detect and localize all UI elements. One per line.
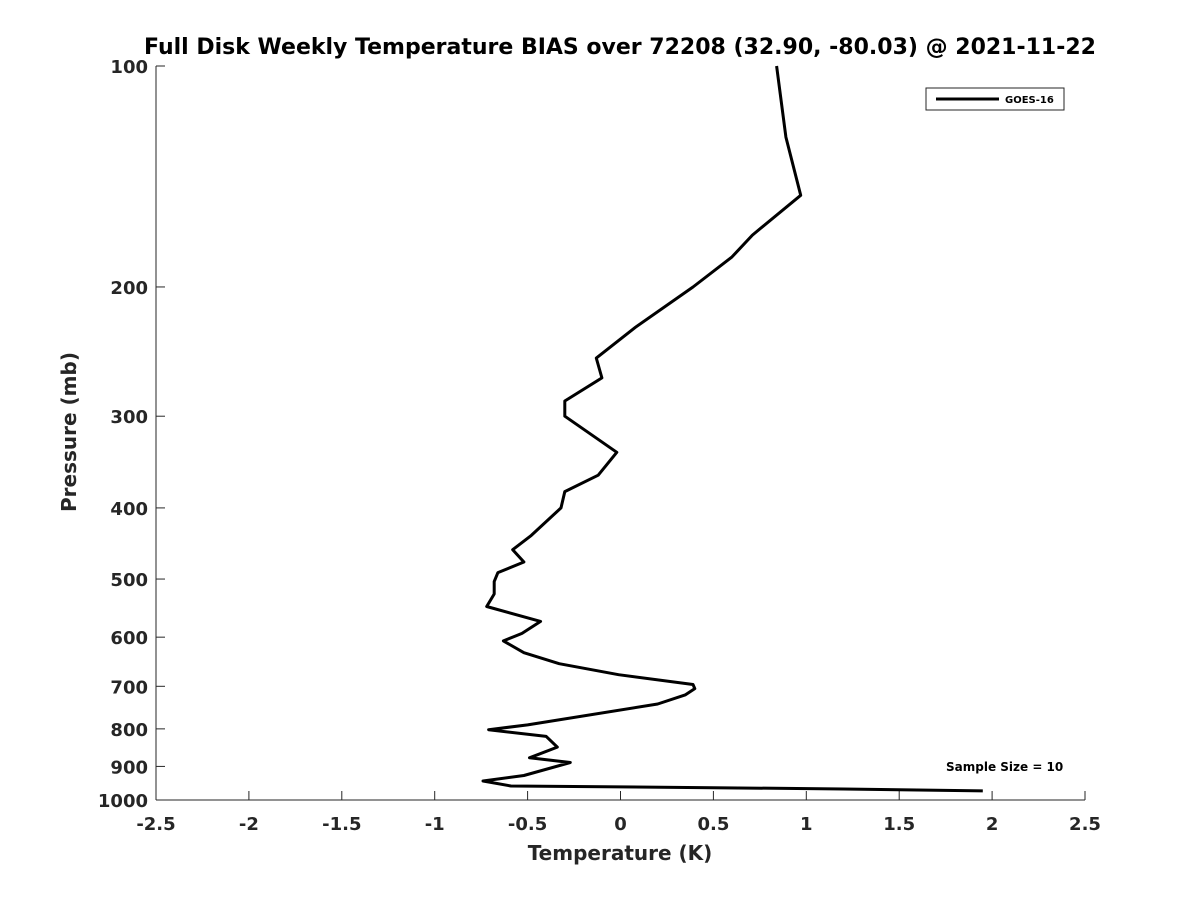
y-tick-label: 900: [110, 757, 148, 778]
y-tick-label: 1000: [98, 791, 148, 812]
legend: GOES-16: [925, 87, 1065, 111]
y-tick-label: 100: [110, 57, 148, 78]
axes: [155, 66, 1085, 801]
x-tick-label: 1: [800, 814, 813, 835]
x-axis-ticks: -2.5 -2 -1.5 -1 -0.5 0 0.5 1 1.5 2 2.5: [136, 791, 1101, 835]
x-tick-label: -2: [239, 814, 259, 835]
y-axis-label: Pressure (mb): [57, 352, 81, 512]
y-axis-ticks: 100 200 300 400 500 600 700 800 900 1000: [98, 57, 165, 812]
y-tick-label: 300: [110, 407, 148, 428]
chart-title: Full Disk Weekly Temperature BIAS over 7…: [144, 35, 1096, 60]
series-line-goes-16: [481, 65, 983, 793]
y-tick-label: 400: [110, 499, 148, 520]
y-tick-label: 600: [110, 628, 148, 649]
x-tick-label: -0.5: [508, 814, 547, 835]
x-tick-label: 0: [614, 814, 627, 835]
y-tick-label: 200: [110, 278, 148, 299]
x-tick-label: 1.5: [883, 814, 915, 835]
x-tick-label: 2: [986, 814, 999, 835]
y-tick-label: 700: [110, 677, 148, 698]
x-tick-label: -1: [425, 814, 445, 835]
x-tick-label: 0.5: [697, 814, 729, 835]
x-axis-label: Temperature (K): [528, 841, 713, 865]
series-layer: [481, 65, 983, 793]
x-tick-label: 2.5: [1069, 814, 1101, 835]
y-tick-label: 500: [110, 570, 148, 591]
x-tick-label: -2.5: [136, 814, 175, 835]
sample-size-annotation: Sample Size = 10: [946, 760, 1063, 774]
legend-entry-goes-16: GOES-16: [1005, 95, 1054, 106]
x-tick-label: -1.5: [322, 814, 361, 835]
y-tick-label: 800: [110, 720, 148, 741]
